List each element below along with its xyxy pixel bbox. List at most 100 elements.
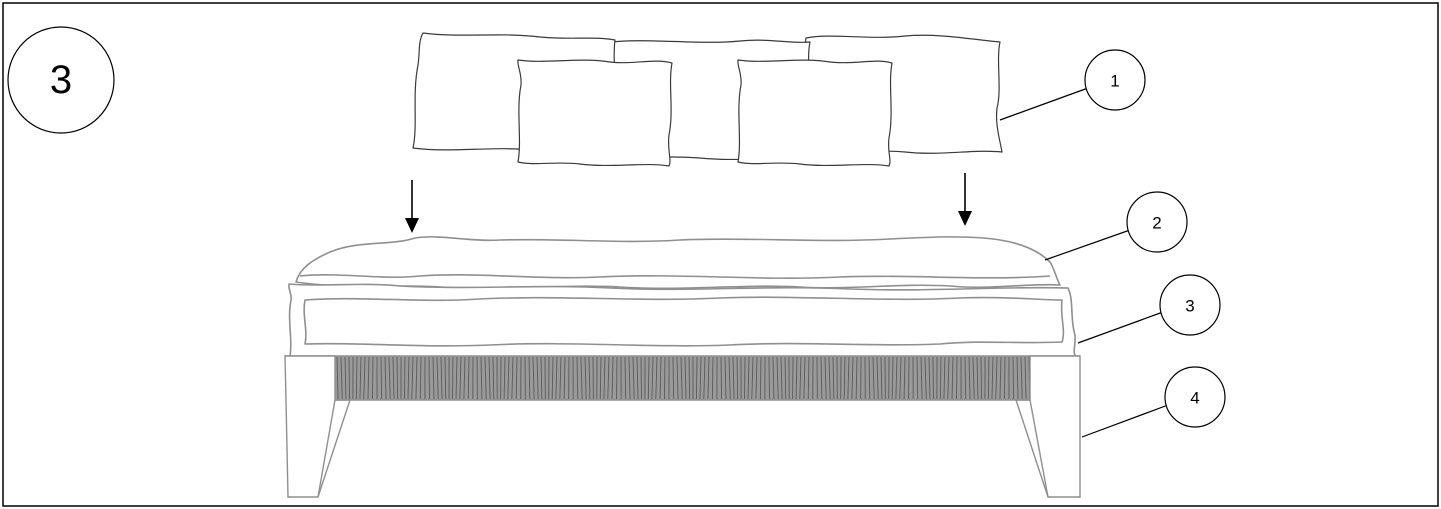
pillows [412, 32, 1003, 167]
weave-strand [795, 356, 798, 400]
weave-strand [628, 356, 631, 400]
weave-strand [555, 356, 558, 400]
weave-strand [672, 356, 675, 400]
weave-strand [599, 356, 602, 400]
weave-strand [428, 356, 430, 400]
base-frame [284, 355, 1081, 498]
weave-strand [611, 356, 614, 400]
weave-strand [1016, 356, 1019, 400]
placement-arrow-left [405, 180, 419, 233]
weave-strand [636, 356, 639, 400]
weave-strand [951, 356, 954, 400]
weave-strand [895, 356, 898, 400]
weave-strand [659, 356, 662, 400]
weave-strand [868, 356, 871, 400]
weave-strand [956, 356, 958, 400]
weave-strand [551, 356, 554, 400]
weave-strand [688, 356, 691, 400]
callout-1: 1 [999, 49, 1146, 121]
weave-strand [580, 356, 583, 400]
weave-strand [759, 356, 762, 400]
weave-strand [736, 356, 739, 400]
callout-4: 4 [1081, 366, 1226, 438]
weave-strand [972, 356, 975, 400]
weave-strand [563, 356, 566, 400]
weave-strand [732, 356, 735, 400]
callout-label-1: 1 [1110, 72, 1119, 91]
callout-2: 2 [1044, 191, 1188, 261]
weave-strand [432, 356, 435, 400]
weave-strand [999, 356, 1002, 400]
weave-strand [780, 356, 783, 400]
weave-strand [899, 356, 902, 400]
weave-strand [843, 356, 846, 400]
weave-strand [444, 356, 447, 400]
weave-strand [528, 356, 531, 400]
pillow-front-left [517, 59, 673, 167]
weave-strand [751, 356, 754, 400]
weave-strand [680, 356, 683, 400]
weave-strand [847, 356, 850, 400]
weave-strand [515, 356, 518, 400]
callout-label-4: 4 [1190, 389, 1199, 408]
weave-strand [348, 356, 350, 400]
weave-strand [872, 356, 875, 400]
weave-strand [947, 356, 950, 400]
weave-strand [772, 356, 775, 400]
weave-strand [440, 356, 443, 400]
callout-circle-1 [1084, 49, 1146, 111]
weave-strand [484, 356, 487, 400]
mattress [288, 283, 1077, 361]
weave-strand [744, 356, 746, 400]
weave-strand [532, 356, 535, 400]
weave-strand [336, 356, 339, 400]
weave-strand [1003, 356, 1006, 400]
weave-strand [467, 356, 470, 400]
callout-label-2: 2 [1152, 214, 1161, 233]
weave-strand [492, 356, 495, 400]
weave-strand [419, 356, 422, 400]
weave-strand [624, 356, 627, 400]
weave-strand [507, 356, 510, 400]
mattress-inner-panel [303, 296, 1065, 347]
left-leg [284, 355, 351, 498]
placement-arrow-right [958, 173, 972, 226]
weave-strand [359, 356, 362, 400]
weave-strand [855, 356, 858, 400]
weave-texture [336, 356, 1031, 400]
weave-strand [916, 356, 919, 400]
weave-strand [407, 356, 410, 400]
callout-circle-2 [1126, 191, 1188, 253]
weave-strand [584, 356, 587, 400]
weave-strand [891, 356, 894, 400]
weave-strand [976, 356, 979, 400]
weave-strand [699, 356, 702, 400]
weave-strand [655, 356, 658, 400]
weave-strand [995, 356, 998, 400]
top-cushion-seam [299, 274, 1051, 279]
weave-strand [463, 356, 466, 400]
weave-strand [559, 356, 562, 400]
weave-strand [1024, 356, 1027, 400]
weave-strand [651, 356, 654, 400]
weave-strand [480, 356, 483, 400]
weave-strand [711, 356, 714, 400]
weave-strand [388, 356, 391, 400]
weave-strand [755, 356, 758, 400]
weave-strand [436, 356, 439, 400]
weave-strand [703, 356, 706, 400]
weave-strand [903, 356, 906, 400]
weave-strand [851, 356, 854, 400]
weave-strand [920, 356, 923, 400]
weave-strand [536, 356, 539, 400]
weave-strand [807, 356, 810, 400]
weave-strand [924, 356, 927, 400]
weave-strand [1012, 356, 1015, 400]
weave-strand [488, 356, 491, 400]
weave-strand [340, 356, 343, 400]
weave-strand [695, 356, 698, 400]
callout-label-3: 3 [1185, 297, 1194, 316]
callout-circle-4 [1164, 366, 1226, 428]
